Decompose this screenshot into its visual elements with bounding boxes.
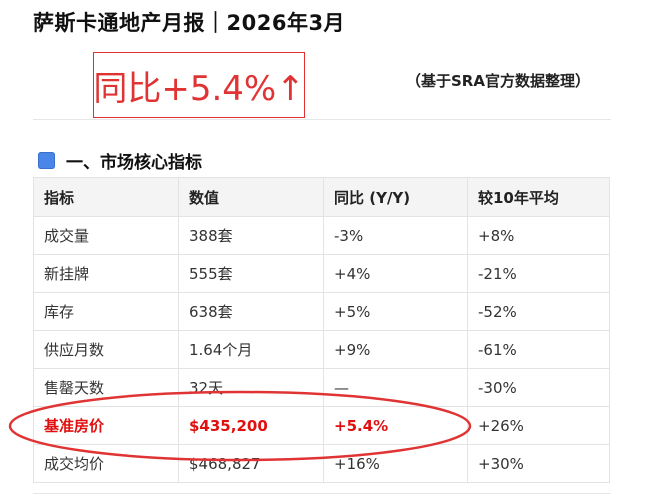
divider <box>33 119 611 120</box>
table-row: 库存 638套 +5% -52% <box>33 292 610 331</box>
yoy-badge-text: 同比+5.4%↑ <box>93 68 305 109</box>
table-cell: -21% <box>467 254 610 293</box>
table-cell: 新挂牌 <box>33 254 179 293</box>
table-cell: 1.64个月 <box>178 330 324 369</box>
table-header-row: 指标 数值 同比 (Y/Y) 较10年平均 <box>33 177 610 217</box>
table-row: 成交量 388套 -3% +8% <box>33 216 610 255</box>
table-cell: 638套 <box>178 292 324 331</box>
table-cell: — <box>323 368 468 407</box>
table-cell: 库存 <box>33 292 179 331</box>
table-cell: +30% <box>467 444 610 483</box>
table-row: 成交均价 $468,827 +16% +30% <box>33 444 610 483</box>
table-cell: +4% <box>323 254 468 293</box>
table-cell: +26% <box>467 406 610 445</box>
column-header: 指标 <box>33 177 179 217</box>
table-cell: 供应月数 <box>33 330 179 369</box>
table-cell: +5.4% <box>323 406 468 445</box>
market-indicators-table: 指标 数值 同比 (Y/Y) 较10年平均 成交量 388套 -3% +8% 新… <box>33 177 610 483</box>
table-cell: $468,827 <box>178 444 324 483</box>
table-cell: +8% <box>467 216 610 255</box>
table-cell: $435,200 <box>178 406 324 445</box>
table-row: 售罄天数 32天 — -30% <box>33 368 610 407</box>
table-cell: 32天 <box>178 368 324 407</box>
column-header: 同比 (Y/Y) <box>323 177 468 217</box>
divider <box>33 493 611 494</box>
table-cell: +16% <box>323 444 468 483</box>
table-cell: 售罄天数 <box>33 368 179 407</box>
section-heading-text: 一、市场核心指标 <box>66 153 202 173</box>
table-cell: -3% <box>323 216 468 255</box>
yoy-badge: 同比+5.4%↑ <box>93 52 305 118</box>
table-row: 供应月数 1.64个月 +9% -61% <box>33 330 610 369</box>
table-cell: -61% <box>467 330 610 369</box>
report-title: 萨斯卡通地产月报｜2026年3月 <box>33 11 346 35</box>
table-cell: +9% <box>323 330 468 369</box>
column-header: 数值 <box>178 177 324 217</box>
table-cell: -30% <box>467 368 610 407</box>
table-cell: 基准房价 <box>33 406 179 445</box>
blue-square-icon <box>38 152 55 169</box>
source-note: （基于SRA官方数据整理） <box>406 72 590 90</box>
table-row: 新挂牌 555套 +4% -21% <box>33 254 610 293</box>
table-cell: -52% <box>467 292 610 331</box>
column-header: 较10年平均 <box>467 177 610 217</box>
section-heading: 一、市场核心指标 <box>38 148 202 173</box>
table-cell: 388套 <box>178 216 324 255</box>
table-cell: 555套 <box>178 254 324 293</box>
highlighted-row-benchmark-price: 基准房价 $435,200 +5.4% +26% <box>33 406 610 445</box>
table-cell: 成交量 <box>33 216 179 255</box>
table-cell: +5% <box>323 292 468 331</box>
table-cell: 成交均价 <box>33 444 179 483</box>
